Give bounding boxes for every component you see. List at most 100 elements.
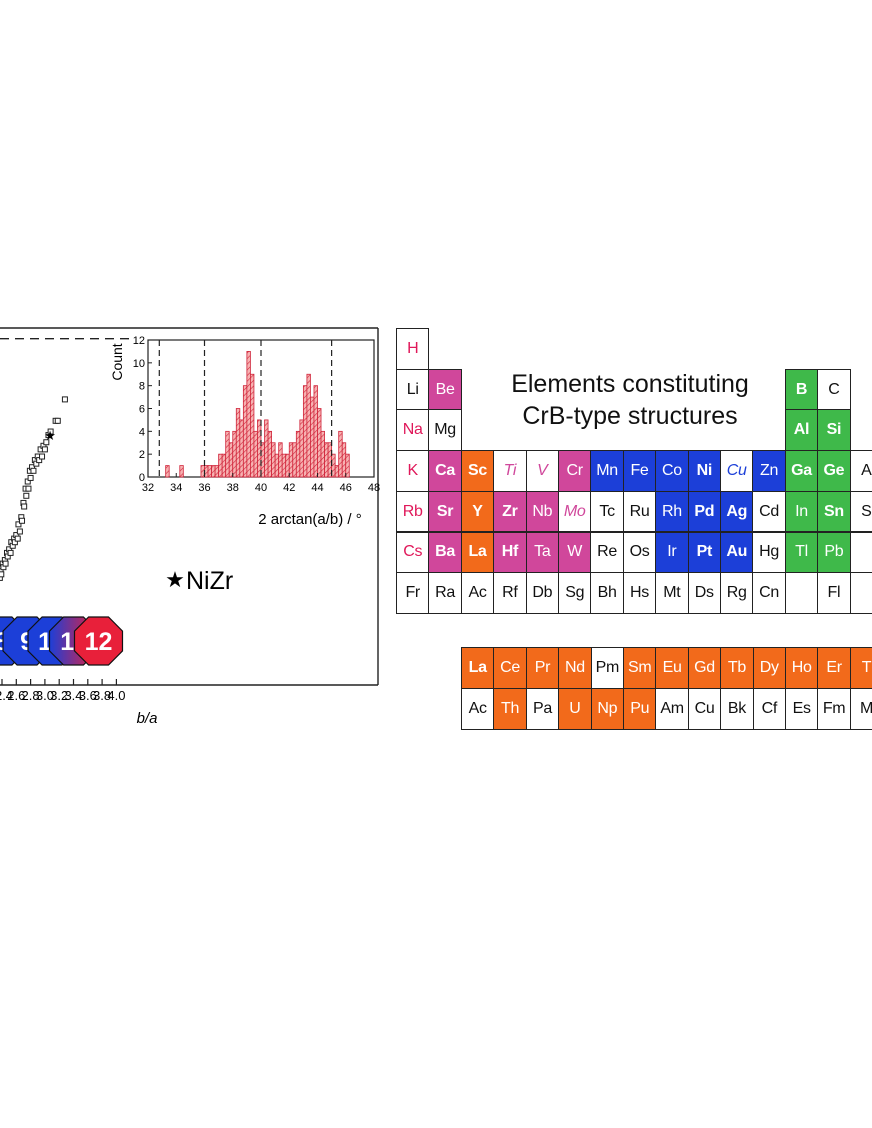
element-cell: Tl bbox=[784, 531, 819, 574]
coordination-badges: 89101112 bbox=[0, 616, 124, 666]
element-cell: Cu bbox=[687, 688, 722, 730]
scatter-point bbox=[0, 574, 3, 581]
element-cell: T bbox=[849, 647, 872, 689]
element-cell: Ge bbox=[817, 450, 851, 492]
element-cell: Fm bbox=[817, 688, 851, 730]
element-cell: Fe bbox=[622, 450, 657, 492]
element-cell: S bbox=[849, 490, 872, 533]
element-cell: Ca bbox=[428, 450, 462, 492]
element-cell: Fl bbox=[817, 572, 851, 614]
element-cell: Cu bbox=[720, 450, 754, 492]
element-cell: Hf bbox=[493, 531, 527, 574]
element-cell: Ac bbox=[460, 572, 495, 614]
histogram-y-tick-label: 8 bbox=[139, 381, 145, 393]
histogram-x-tick-label: 40 bbox=[255, 482, 267, 494]
element-cell: Ra bbox=[428, 572, 462, 614]
element-cell: Be bbox=[428, 368, 462, 411]
element-cell: Ta bbox=[525, 531, 559, 574]
scatter-point bbox=[15, 521, 22, 528]
scatter-point bbox=[39, 453, 46, 460]
element-cell: V bbox=[525, 450, 559, 492]
coordination-number: 12 bbox=[85, 628, 113, 656]
element-cell: Ce bbox=[493, 647, 527, 689]
scatter-point bbox=[23, 492, 30, 499]
scatter-point bbox=[47, 428, 54, 435]
element-cell: Ho bbox=[785, 647, 819, 689]
element-cell: La bbox=[461, 647, 495, 689]
histogram-x-ticks: 32 34 36 38 40 42 44 46 48 bbox=[142, 473, 380, 494]
element-cell: Fr bbox=[396, 572, 430, 614]
element-cell: Ac bbox=[461, 688, 495, 730]
element-cell: H bbox=[396, 328, 430, 370]
element-cell: Sm bbox=[623, 647, 657, 689]
x-tick-label: 2.4 bbox=[0, 688, 13, 703]
nizr-point-marker: ★ bbox=[44, 428, 56, 443]
title-line-1: Elements constituting bbox=[511, 370, 749, 398]
element-cell: Sr bbox=[428, 490, 462, 533]
element-cell: Er bbox=[817, 647, 851, 689]
element-cell: Pu bbox=[623, 688, 657, 730]
element-cell: Al bbox=[784, 409, 819, 452]
element-cell: Cs bbox=[396, 531, 430, 574]
scatter-point bbox=[16, 528, 23, 535]
histogram-y-tick-label: 0 bbox=[139, 472, 145, 484]
element-cell: Ru bbox=[622, 490, 657, 533]
scatter-point bbox=[61, 396, 68, 403]
element-cell: Mo bbox=[558, 490, 592, 533]
scatter-point bbox=[21, 503, 28, 510]
element-cell: A bbox=[849, 450, 872, 492]
title-line-2: CrB-type structures bbox=[522, 402, 738, 430]
element-cell: Cn bbox=[752, 572, 786, 614]
element-cell: Os bbox=[622, 531, 657, 574]
element-cell: Tb bbox=[720, 647, 754, 689]
histogram-x-tick-label: 44 bbox=[311, 482, 323, 494]
element-cell: W bbox=[558, 531, 592, 574]
element-cell: K bbox=[396, 450, 430, 492]
histogram-y-tick-label: 6 bbox=[139, 404, 145, 416]
element-cell: Pr bbox=[525, 647, 560, 689]
element-cell: Pb bbox=[817, 531, 851, 574]
element-cell: Ag bbox=[720, 490, 754, 533]
nizr-legend-marker: ★ bbox=[165, 567, 185, 592]
element-cell: Cd bbox=[752, 490, 786, 533]
element-cell: Co bbox=[655, 450, 689, 492]
element-cell: Bk bbox=[720, 688, 754, 730]
histogram-dashed-lines bbox=[158, 340, 333, 477]
histogram-bar bbox=[250, 373, 255, 478]
element-cell: Nb bbox=[525, 490, 559, 533]
element-cell bbox=[849, 572, 872, 614]
x-axis-label: b/a bbox=[137, 710, 158, 727]
histogram-y-tick-label: 12 bbox=[133, 335, 145, 347]
histogram-x-tick-label: 32 bbox=[142, 482, 154, 494]
scatter-point bbox=[7, 549, 14, 556]
x-tick-label: 3.6 bbox=[79, 688, 97, 703]
histogram-y-ticks: 0 2 4 6 8 10 12 bbox=[133, 335, 152, 484]
element-cell: Au bbox=[720, 531, 754, 574]
element-cell: B bbox=[784, 368, 819, 411]
element-cell: Ni bbox=[687, 450, 721, 492]
element-cell: Ds bbox=[687, 572, 721, 614]
histogram-x-label: 2 arctan(a/b) / ° bbox=[258, 511, 362, 528]
histogram-y-tick-label: 4 bbox=[139, 426, 145, 438]
x-tick-label: 2.8 bbox=[22, 688, 40, 703]
element-cell: Gd bbox=[687, 647, 722, 689]
element-cell: Eu bbox=[655, 647, 689, 689]
element-cell: Th bbox=[493, 688, 527, 730]
element-cell: Sg bbox=[558, 572, 592, 614]
element-cell: Ir bbox=[655, 531, 689, 574]
element-cell: Pa bbox=[525, 688, 560, 730]
element-cell: Pd bbox=[687, 490, 721, 533]
element-cell: Ti bbox=[493, 450, 527, 492]
x-tick-label: 3.4 bbox=[64, 688, 82, 703]
histogram-x-tick-label: 48 bbox=[368, 482, 380, 494]
element-cell: Hs bbox=[622, 572, 657, 614]
element-cell: Li bbox=[396, 368, 430, 411]
element-cell: Na bbox=[396, 409, 430, 452]
element-cell: Re bbox=[590, 531, 624, 574]
element-cell: Mt bbox=[655, 572, 689, 614]
x-tick-label: 3.2 bbox=[50, 688, 68, 703]
element-cell bbox=[784, 572, 819, 614]
element-cell: Es bbox=[785, 688, 819, 730]
